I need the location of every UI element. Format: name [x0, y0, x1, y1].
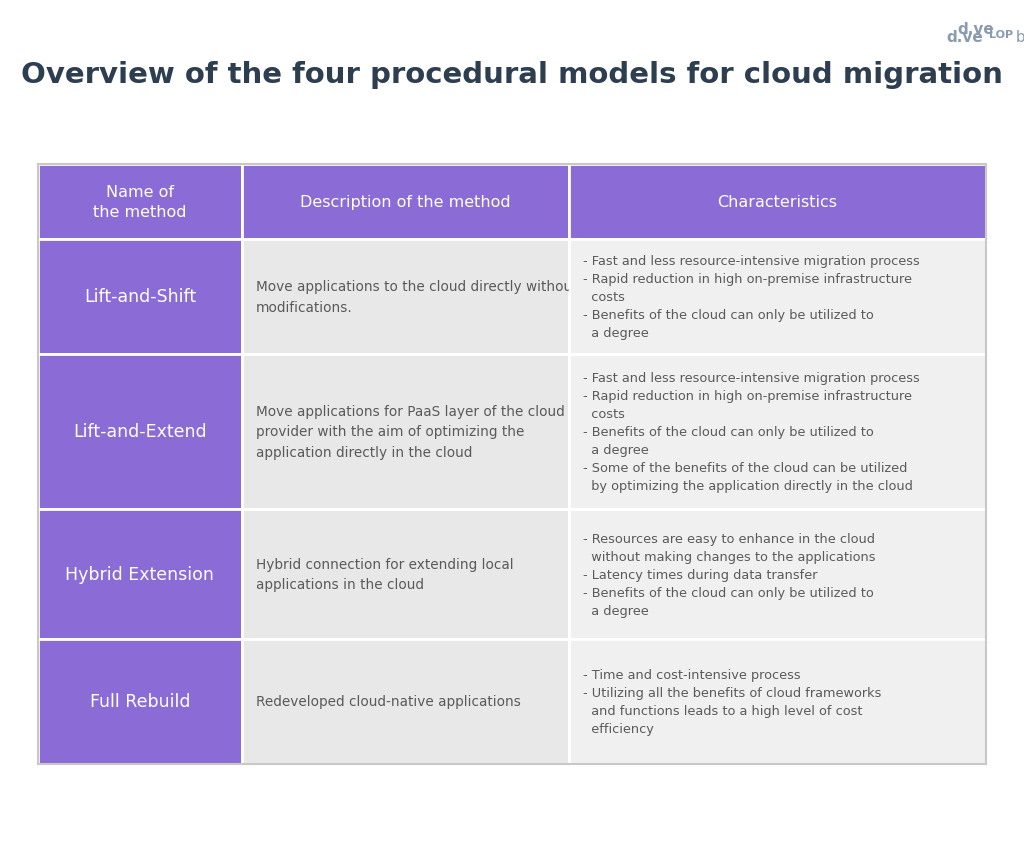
Text: Move applications to the cloud directly without
modifications.: Move applications to the cloud directly …	[256, 280, 578, 314]
Text: Characteristics: Characteristics	[718, 195, 838, 210]
Bar	[38, 165, 242, 240]
Text: - Fast and less resource-intensive migration process
- Rapid reduction in high o: - Fast and less resource-intensive migra…	[583, 255, 920, 339]
Bar	[569, 240, 986, 354]
Text: - Fast and less resource-intensive migration process
- Rapid reduction in high o: - Fast and less resource-intensive migra…	[583, 371, 920, 492]
Bar	[38, 165, 986, 764]
Bar	[38, 354, 242, 510]
Text: blog: blog	[1011, 30, 1024, 45]
Text: Hybrid Extension: Hybrid Extension	[66, 565, 214, 583]
Text: Redeveloped cloud-native applications: Redeveloped cloud-native applications	[256, 695, 520, 709]
Bar	[38, 639, 242, 764]
Text: Name of
the method: Name of the method	[93, 185, 186, 219]
Text: Lift-and-Shift: Lift-and-Shift	[84, 288, 196, 306]
Text: Lift-and-Extend: Lift-and-Extend	[73, 423, 207, 441]
Text: Description of the method: Description of the method	[300, 195, 511, 210]
Bar	[569, 510, 986, 639]
Text: LOP: LOP	[989, 30, 1014, 40]
Bar	[242, 639, 569, 764]
Bar	[569, 165, 986, 240]
Bar	[242, 354, 569, 510]
Text: d.ve: d.ve	[957, 22, 994, 37]
Bar	[242, 510, 569, 639]
Bar	[38, 510, 242, 639]
Text: - Resources are easy to enhance in the cloud
  without making changes to the app: - Resources are easy to enhance in the c…	[583, 532, 876, 617]
Bar	[38, 240, 242, 354]
Text: d.ve: d.ve	[946, 30, 983, 45]
Text: Overview of the four procedural models for cloud migration: Overview of the four procedural models f…	[22, 61, 1002, 89]
Text: Hybrid connection for extending local
applications in the cloud: Hybrid connection for extending local ap…	[256, 557, 513, 592]
Bar	[569, 354, 986, 510]
Text: Move applications for PaaS layer of the cloud
provider with the aim of optimizin: Move applications for PaaS layer of the …	[256, 405, 564, 459]
Bar	[242, 165, 569, 240]
Bar	[569, 639, 986, 764]
Text: - Time and cost-intensive process
- Utilizing all the benefits of cloud framewor: - Time and cost-intensive process - Util…	[583, 668, 882, 735]
Text: Full Rebuild: Full Rebuild	[90, 693, 190, 711]
Bar	[242, 240, 569, 354]
